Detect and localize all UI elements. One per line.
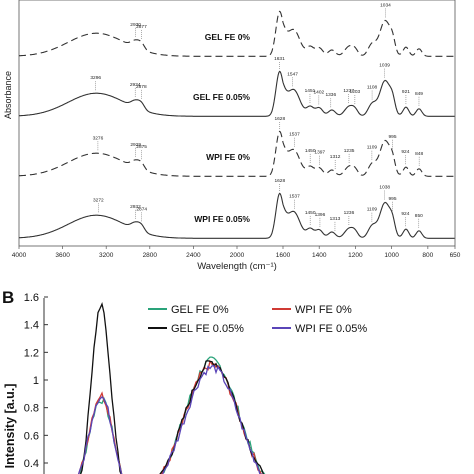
panel-a-peak-label: 849 bbox=[415, 91, 423, 97]
panel-a-peak-label: 1313 bbox=[330, 216, 341, 222]
panel-a-spectrum-name: GEL FE 0% bbox=[205, 32, 251, 42]
panel-a-peak-label: 2932 bbox=[130, 204, 141, 210]
panel-b-legend-label: GEL FE 0.05% bbox=[171, 323, 244, 335]
panel-b-y-tick-label: 0.8 bbox=[24, 403, 39, 415]
panel-a-x-ticks: 4000 3600 3200 2800 2400 2000 1600 1400 1200 1000… bbox=[12, 246, 461, 259]
panel-a-spectrum-line bbox=[18, 192, 455, 239]
panel-a-peak-label: 1547 bbox=[287, 71, 298, 77]
panel-b-legend-label: WPI FE 0% bbox=[295, 304, 352, 316]
panel-b-legend-label: WPI FE 0.05% bbox=[295, 323, 367, 335]
panel-a-peak-label: 2929 bbox=[130, 142, 141, 148]
panel-a-peak-label: 1402 bbox=[314, 89, 325, 95]
panel-a-peak-label: 1336 bbox=[325, 92, 336, 98]
panel-b-y-tick-label: 0.4 bbox=[24, 458, 39, 470]
panel-b-legend-item: WPI FE 0.05% bbox=[272, 323, 367, 335]
panel-a-peak-label: 1451 bbox=[305, 88, 316, 94]
panel-a-peak-label: 1450 bbox=[305, 148, 316, 154]
panel-a-peak-label: 850 bbox=[415, 213, 423, 219]
panel-a-peak-label: 1235 bbox=[344, 148, 355, 154]
panel-b-intensity-chart: Intensity [a.u.] 1.6 1.4 1.2 1 0.8 0.6 0.4 GEL… bbox=[3, 292, 367, 474]
panel-a-peak-label: 1109 bbox=[367, 207, 378, 213]
panel-a-peak-label: 1396 bbox=[315, 212, 326, 218]
panel-a-peak-label: 1450 bbox=[305, 210, 316, 216]
panel-a-peak-label: 1108 bbox=[367, 85, 378, 91]
panel-b-y-tick-label: 1.4 bbox=[24, 320, 39, 332]
panel-a-x-tick-label: 3200 bbox=[99, 252, 114, 259]
panel-a-x-tick-label: 2400 bbox=[186, 252, 201, 259]
panel-a-x-tick-label: 2800 bbox=[143, 252, 158, 259]
panel-b-y-tick-label: 1 bbox=[33, 375, 39, 387]
panel-a-x-tick-label: 1400 bbox=[312, 252, 327, 259]
panel-a-peak-label: 2874 bbox=[136, 206, 147, 212]
panel-a-peak-label: 2875 bbox=[136, 144, 147, 150]
panel-a-peak-label: 1537 bbox=[289, 132, 300, 138]
panel-a-peak-label: 1628 bbox=[274, 178, 285, 184]
panel-a-x-tick-label: 1000 bbox=[384, 252, 399, 259]
panel-a-peak-label: 924 bbox=[401, 149, 409, 155]
panel-b-letter: B bbox=[2, 288, 15, 307]
panel-b-legend-label: GEL FE 0% bbox=[171, 304, 229, 316]
panel-a-peak-label: 1203 bbox=[350, 89, 361, 95]
panel-a-x-tick-label: 800 bbox=[422, 252, 433, 259]
panel-a-peak-label: 1537 bbox=[289, 194, 300, 200]
panel-b-legend-item: GEL FE 0% bbox=[148, 304, 229, 316]
panel-a-peak-label: 995 bbox=[389, 134, 397, 140]
panel-b-series-line bbox=[77, 364, 263, 474]
panel-a-peak-label: 2930 bbox=[130, 22, 141, 28]
panel-a-peak-label: 3272 bbox=[93, 197, 104, 203]
panel-a-peak-label: 924 bbox=[401, 211, 409, 217]
panel-a-peak-label: 1109 bbox=[367, 145, 378, 151]
panel-a-spectrum-name: WPI FE 0% bbox=[206, 152, 250, 162]
panel-a-peak-label: 848 bbox=[415, 151, 423, 157]
panel-a-y-axis-label: Absorbance bbox=[3, 71, 13, 119]
panel-a-x-tick-label: 1200 bbox=[348, 252, 363, 259]
panel-a-peak-label: 3276 bbox=[93, 135, 104, 141]
panel-a-x-tick-label: 650 bbox=[450, 252, 461, 259]
panel-a-peak-label: 1034 bbox=[380, 2, 391, 8]
panel-b-y-tick-label: 1.6 bbox=[24, 292, 39, 304]
panel-a-peak-label: 1236 bbox=[344, 210, 355, 216]
panel-b-y-axis-label: Intensity [a.u.] bbox=[3, 384, 17, 469]
panel-a-spectrum-name: WPI FE 0.05% bbox=[194, 214, 250, 224]
panel-a-peak-label: 1631 bbox=[274, 56, 285, 62]
panel-a-ftir-chart: Absorbance 4000 3600 3200 2800 2400 2000 1600 1… bbox=[3, 0, 461, 272]
panel-a-peak-label: 1237 bbox=[343, 88, 354, 94]
panel-a-x-tick-label: 3600 bbox=[55, 252, 70, 259]
panel-a-peak-label: 2934 bbox=[130, 82, 141, 88]
panel-a-peak-label: 3296 bbox=[90, 75, 101, 81]
panel-a-x-axis-label: Wavelength (cm⁻¹) bbox=[197, 261, 277, 272]
panel-a-peak-label: 1038 bbox=[379, 185, 390, 191]
panel-a-peak-label: 1397 bbox=[314, 150, 325, 156]
panel-a-peak-label: 1039 bbox=[379, 63, 390, 69]
panel-a-peak-label: 995 bbox=[389, 196, 397, 202]
panel-a-peak-label: 1628 bbox=[274, 116, 285, 122]
panel-b-series bbox=[77, 301, 266, 474]
panel-b-legend-item: GEL FE 0.05% bbox=[148, 323, 244, 335]
panel-a-spectrum-name: GEL FE 0.05% bbox=[193, 92, 250, 102]
panel-b-y-tick-label: 0.6 bbox=[24, 430, 39, 442]
panel-b-legend-item: WPI FE 0% bbox=[272, 304, 352, 316]
panel-a-peak-label: 2877 bbox=[136, 24, 147, 30]
panel-a-spectrum-line bbox=[18, 70, 455, 117]
panel-a-x-tick-label: 1600 bbox=[276, 252, 291, 259]
panel-a-peak-label: 1312 bbox=[330, 154, 341, 160]
panel-a-x-tick-label: 4000 bbox=[12, 252, 27, 259]
panel-b-legend: GEL FE 0% WPI FE 0% GEL FE 0.05% WPI FE 0.0… bbox=[148, 304, 367, 335]
panel-a-peak-label: 921 bbox=[402, 89, 410, 95]
panel-b-y-ticks: 1.6 1.4 1.2 1 0.8 0.6 0.4 bbox=[24, 292, 48, 470]
panel-b-y-tick-label: 1.2 bbox=[24, 347, 39, 359]
panel-a-peak-label: 2878 bbox=[136, 84, 147, 90]
panel-b-series-line bbox=[80, 301, 264, 474]
panel-a-x-tick-label: 2000 bbox=[230, 252, 245, 259]
